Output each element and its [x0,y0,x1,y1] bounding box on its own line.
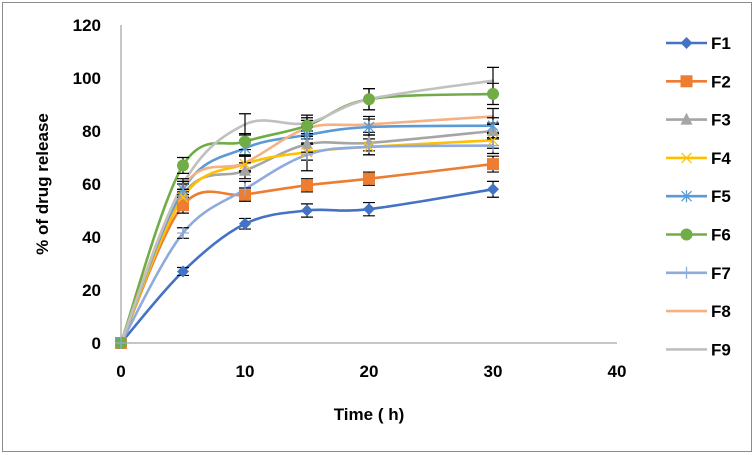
legend: F1 F2 F3 F4 F5 F6 F7 F8 F9 [666,34,731,359]
legend-item-f4: F4 [666,149,731,168]
data-point-f1 [301,204,313,217]
series-line-f1 [119,188,495,345]
legend-marker [680,228,693,241]
legend-item-f2: F2 [666,72,731,91]
legend-label: F4 [711,149,731,168]
x-tick-label: 10 [236,362,255,381]
x-tick-label: 20 [360,362,379,381]
markers [115,87,499,349]
data-point-f4 [177,191,189,203]
series-line-f6 [119,92,495,345]
data-point-f6 [487,87,499,100]
x-tick-label: 40 [608,362,627,381]
legend-marker [680,112,693,125]
y-tick-label: 80 [82,122,101,141]
legend-label: F8 [711,302,731,321]
series-line-f9 [119,79,495,345]
data-point-f5 [177,183,189,196]
data-point-f6 [177,159,189,172]
y-tick-label: 0 [92,334,101,353]
error-bars [177,66,499,277]
data-point-f2 [363,172,375,185]
legend-item-f9: F9 [666,340,731,359]
legend-marker [681,152,692,164]
data-point-f1 [177,265,189,278]
legend-label: F9 [711,340,731,359]
legend-item-f7: F7 [666,264,731,283]
data-point-f7 [239,183,251,196]
error-bar-f9 [239,113,251,136]
x-axis-title: Time ( h) [334,405,405,424]
data-point-f7 [115,337,127,349]
data-point-f3 [239,163,251,176]
data-point-f5 [363,121,375,134]
legend-item-f5: F5 [666,187,731,206]
legend-label: F5 [711,187,731,206]
data-point-f7 [301,148,313,161]
legend-label: F6 [711,226,731,245]
data-point-f1 [363,203,375,216]
data-point-f5 [487,119,499,132]
legend-item-f6: F6 [666,226,731,245]
data-point-f6 [363,93,375,106]
y-axis-title: % of drug release [33,113,52,255]
data-point-f7 [487,139,499,152]
legend-item-f8: F8 [666,302,731,321]
x-tick-labels: 0 10 20 30 40 [116,362,626,381]
legend-label: F7 [711,264,731,283]
series-lines [119,79,495,345]
legend-label: F1 [711,34,731,53]
y-tick-label: 100 [73,69,101,88]
y-tick-label: 20 [82,281,101,300]
x-tick-label: 0 [116,362,125,381]
data-point-f4 [239,158,251,170]
legend-label: F3 [711,111,731,130]
y-tick-label: 40 [82,228,101,247]
legend-marker [680,75,693,88]
y-tick-label: 60 [82,175,101,194]
legend-marker [680,37,693,49]
x-tick-label: 30 [484,362,503,381]
legend-marker [681,190,692,203]
data-point-f7 [177,227,189,240]
data-point-f6 [239,135,251,148]
data-point-f2 [301,179,313,192]
data-point-f1 [239,217,251,230]
axes [120,25,617,344]
y-tick-label: 120 [73,16,101,35]
data-point-f2 [487,158,499,171]
data-point-f6 [301,119,313,132]
data-point-f1 [487,183,499,196]
series-line-f2 [119,162,495,345]
data-point-f3 [301,137,313,150]
legend-item-f1: F1 [666,34,731,53]
legend-item-f3: F3 [666,111,731,130]
series-line-f7 [119,144,495,345]
legend-marker [680,266,693,279]
y-tick-labels: 0 20 40 60 80 100 120 [73,16,101,353]
legend-label: F2 [711,72,731,91]
data-point-f7 [363,140,375,153]
data-point-f2 [177,199,189,212]
